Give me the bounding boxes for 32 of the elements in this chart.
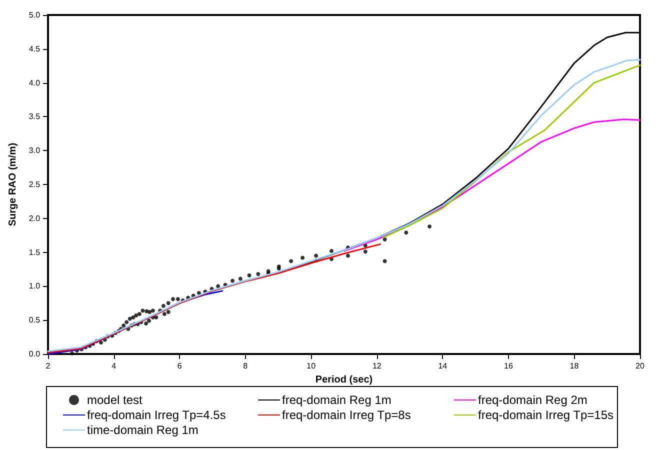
line-series [47, 243, 381, 354]
y-tick-label: 1.0 [28, 282, 41, 291]
y-tick-label: 0.5 [28, 316, 41, 325]
x-axis-title: Period (sec) [315, 374, 373, 386]
y-tick-label: 4.5 [28, 44, 41, 54]
y-tick-label: 3.0 [28, 146, 41, 156]
x-tick-label: 10 [306, 362, 316, 370]
x-tick-label: 18 [570, 362, 580, 370]
x-tick-label: 4 [112, 362, 117, 370]
y-tick-label: 3.5 [28, 112, 41, 122]
legend-label: freq-domain Irreg Tp=8s [282, 408, 411, 422]
x-tick-label: 16 [504, 362, 514, 370]
y-tick-label: 5.0 [28, 10, 41, 20]
legend-label: freq-domain Reg 1m [282, 393, 392, 407]
y-tick-label: 2.0 [28, 214, 41, 223]
legend-label: model test [87, 393, 144, 407]
x-tick-label: 8 [243, 362, 248, 370]
legend-label: freq-domain Irreg Tp=15s [478, 408, 614, 422]
y-axis-title: Surge RAO (m/m) [8, 142, 18, 226]
legend-label: time-domain Reg 1m [87, 423, 198, 437]
x-tick-label: 2 [46, 362, 51, 370]
y-tick-label: 4.0 [28, 78, 41, 88]
y-tick-label: 0.0 [28, 350, 41, 358]
y-tick-label: 2.5 [28, 180, 41, 189]
legend-label: freq-domain Irreg Tp=4.5s [87, 408, 226, 422]
x-tick-label: 12 [372, 362, 382, 370]
y-tick-label: 1.5 [28, 248, 41, 257]
legend-label: freq-domain Reg 2m [478, 393, 588, 407]
x-tick-label: 20 [636, 362, 645, 370]
line-series [343, 118, 641, 252]
x-tick-label: 14 [438, 362, 448, 370]
x-tick-label: 6 [177, 362, 182, 370]
